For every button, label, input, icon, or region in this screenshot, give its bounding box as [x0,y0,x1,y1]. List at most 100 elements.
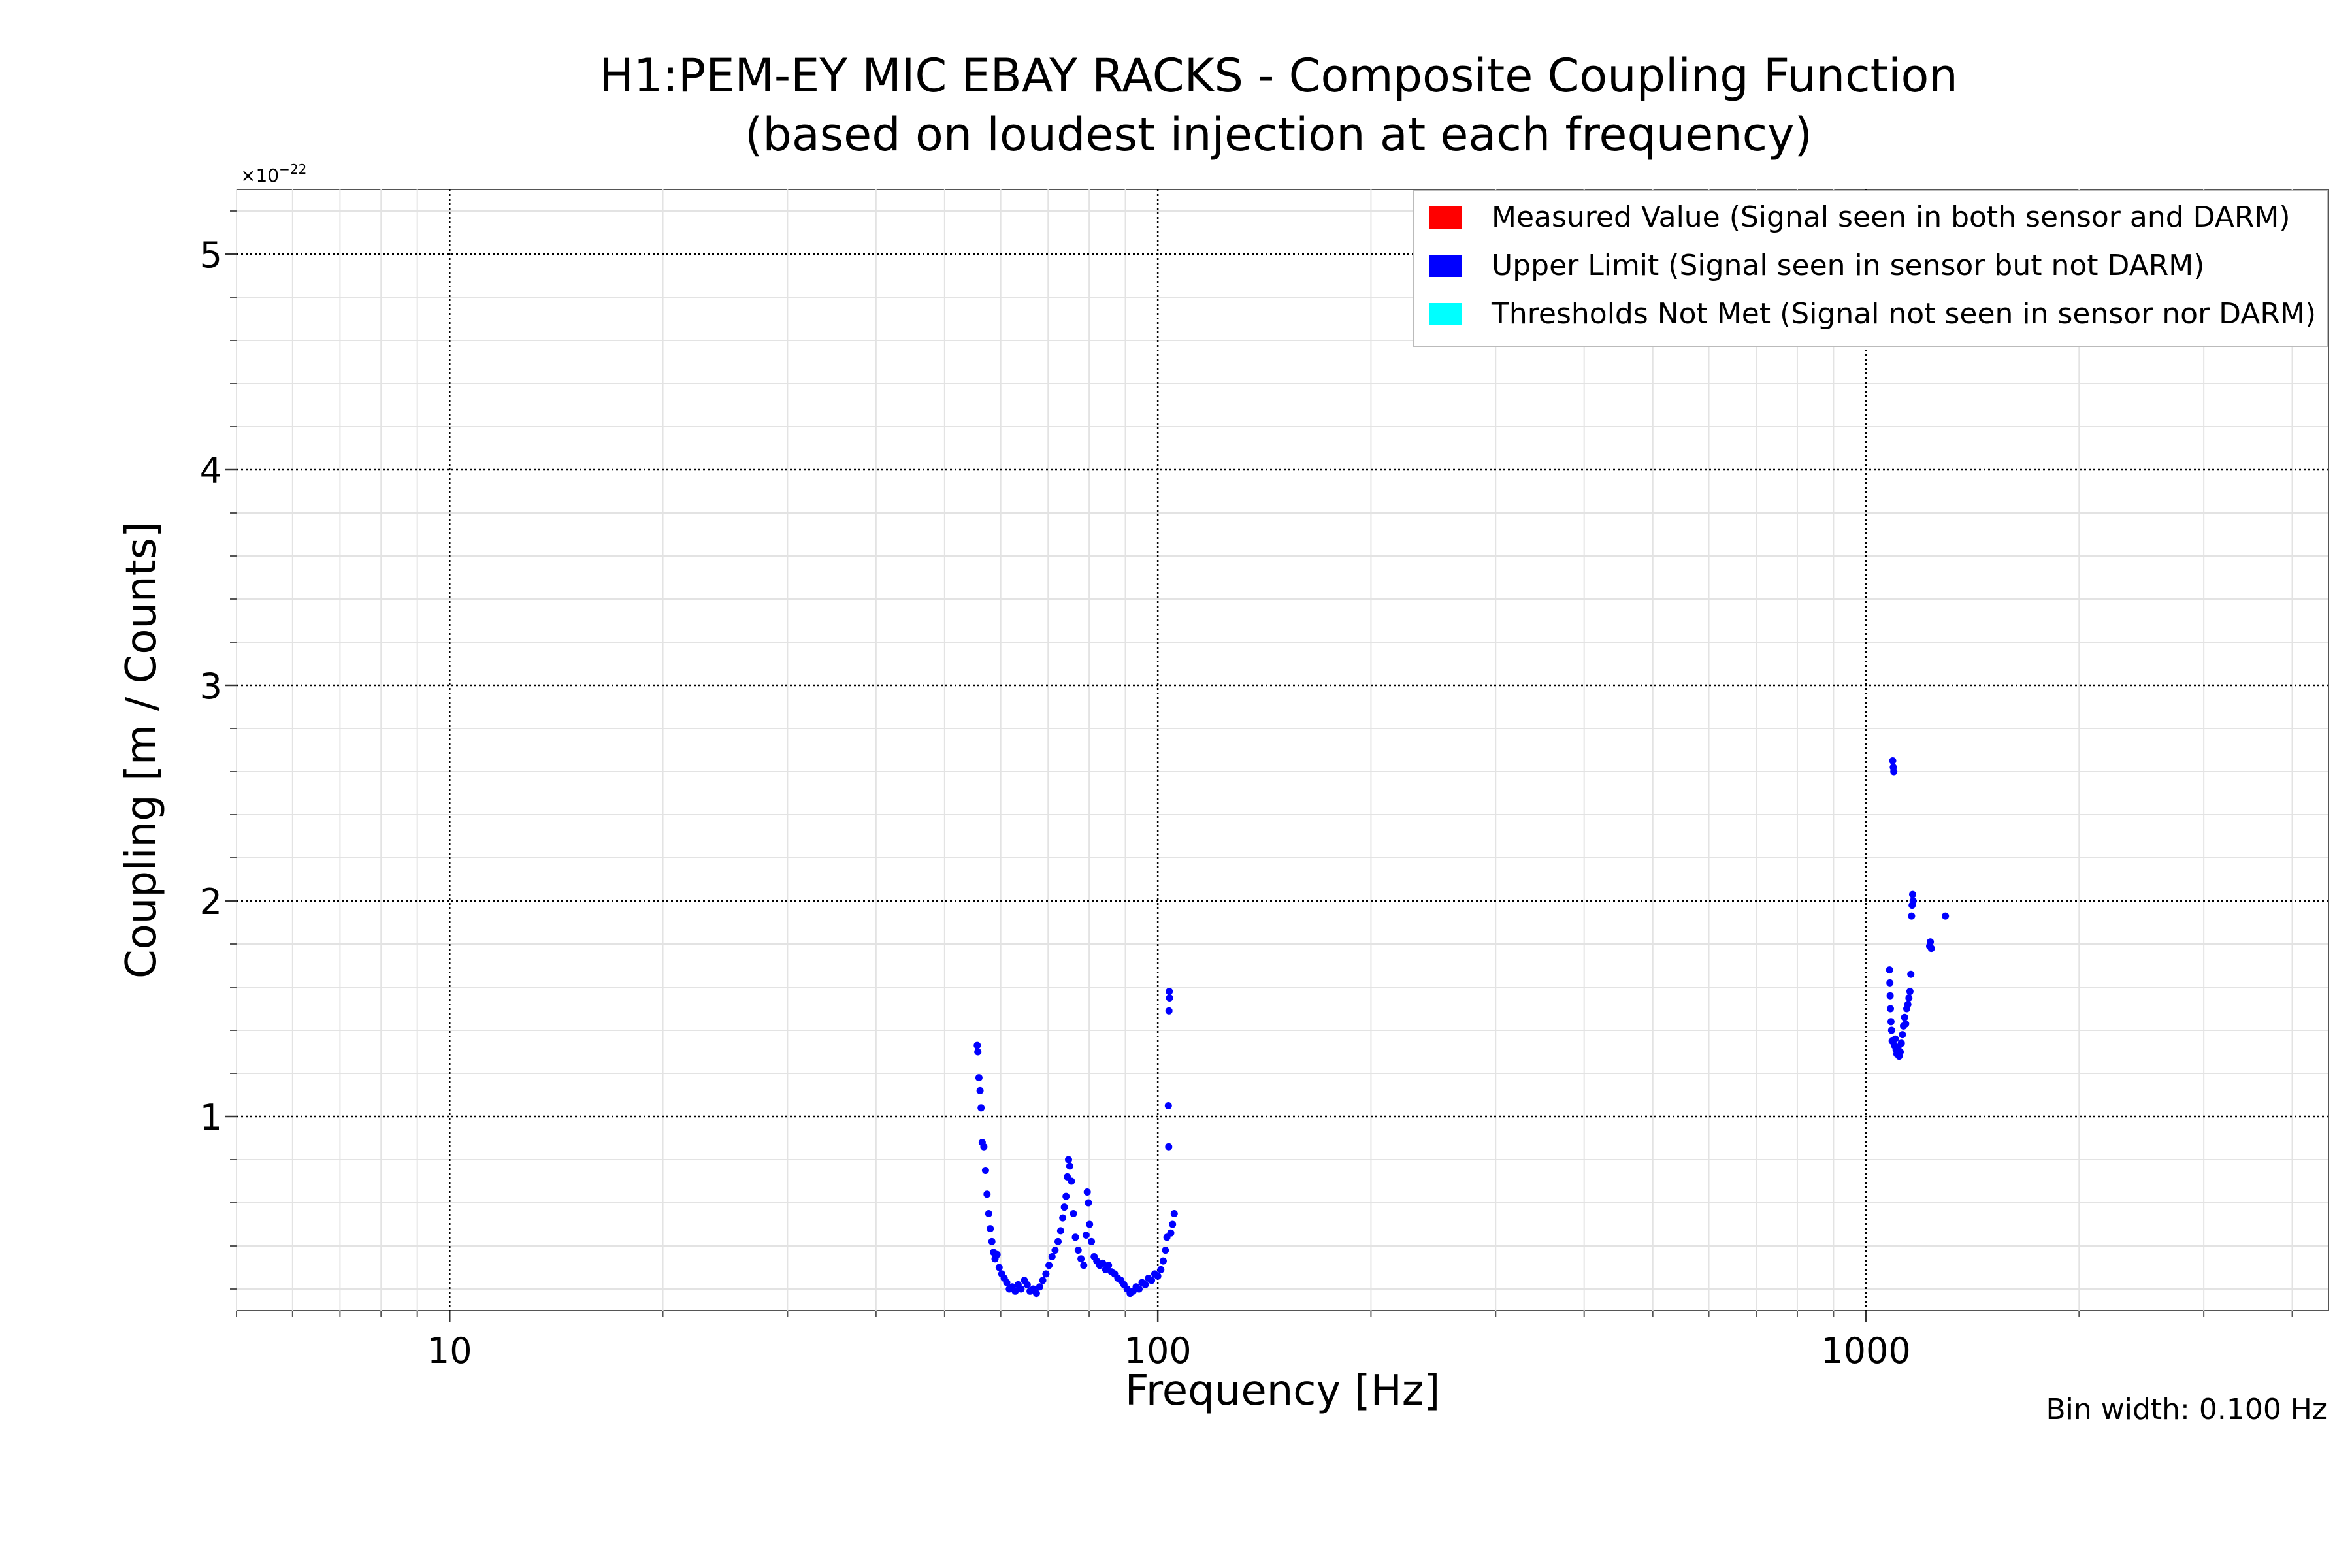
data-point [1062,1192,1070,1200]
data-point [1066,1162,1073,1170]
x-tick-label: 100 [1124,1330,1192,1371]
data-point [1036,1283,1043,1291]
data-point [1887,1026,1895,1034]
data-point [1165,1007,1173,1015]
legend: Measured Value (Signal seen in both sens… [1413,190,2328,347]
data-point [1065,1156,1072,1164]
data-point [1083,1188,1091,1196]
data-point [1023,1281,1031,1288]
data-point [975,1074,983,1082]
data-point [1051,1247,1059,1254]
legend-box [1413,190,2328,347]
data-point [1909,890,1916,898]
data-point [1077,1255,1085,1263]
data-point [976,1086,984,1094]
data-point [1886,979,1894,987]
data-points [973,757,1950,1298]
data-point [1169,1220,1177,1228]
data-point [981,1167,989,1174]
data-point [974,1048,982,1056]
data-point [1080,1262,1088,1269]
legend-label-thresholds: Thresholds Not Met (Signal not seen in s… [1491,297,2316,331]
data-point [1088,1237,1096,1245]
data-point [1099,1259,1107,1267]
data-point [1059,1214,1067,1222]
data-point [1056,1227,1064,1235]
data-point [1902,1020,1910,1028]
data-point [1166,988,1173,996]
data-point [988,1237,996,1245]
data-point [1017,1285,1025,1293]
data-point [1085,1199,1092,1207]
data-point [1166,994,1173,1002]
chart-subtitle: (based on loudest injection at each freq… [745,108,1812,161]
data-point [993,1250,1001,1258]
data-point [983,1190,991,1198]
y-tick-label: 3 [200,666,222,707]
y-tick-label: 4 [200,450,222,491]
data-point [1048,1253,1056,1260]
bin-width-annotation: Bin width: 0.100 Hz [2046,1393,2327,1426]
data-point [1887,1005,1894,1013]
data-point [1891,1035,1899,1043]
data-point [1032,1290,1040,1298]
data-point [1162,1247,1169,1254]
y-axis-label: Coupling [m / Counts] [118,521,166,979]
data-point [1071,1233,1079,1241]
data-point [1074,1247,1082,1254]
data-point [1003,1279,1011,1286]
data-point [987,1225,994,1233]
data-point [1148,1277,1156,1284]
data-point [1887,1018,1895,1026]
x-tick-label: 10 [427,1330,472,1371]
data-point [1042,1270,1050,1278]
data-point [1907,970,1915,978]
data-point [1899,1031,1906,1039]
data-point [1165,1143,1173,1151]
data-point [1942,912,1950,920]
data-point [985,1210,992,1217]
x-axis-label: Frequency [Hz] [1125,1367,1441,1415]
data-point [1141,1281,1149,1288]
data-point [1160,1257,1167,1265]
data-point [1908,912,1916,920]
y-tick-label: 1 [200,1097,222,1138]
y-tick-label: 5 [200,235,222,276]
data-point [980,1143,988,1151]
data-point [1105,1262,1113,1269]
axis-ticks: 10 100 1000 1 2 3 4 5 [200,210,2293,1371]
legend-swatch-thresholds [1429,303,1462,325]
data-point [1906,988,1914,996]
data-point [1039,1277,1047,1284]
data-point [973,1041,981,1049]
data-point [1154,1272,1162,1280]
y-tick-label: 2 [200,881,222,923]
data-point [1897,1048,1904,1056]
data-point [1011,1287,1019,1295]
data-point [1890,768,1898,776]
data-point [1170,1210,1178,1217]
data-point [995,1264,1003,1271]
data-point [1927,945,1935,953]
data-point [1068,1177,1075,1185]
data-point [1086,1220,1094,1228]
data-point [1135,1285,1143,1293]
data-point [1045,1262,1053,1269]
data-point [1157,1266,1165,1273]
data-point [1927,938,1935,946]
legend-label-upper-limit: Upper Limit (Signal seen in sensor but n… [1492,249,2204,282]
chart-title: H1:PEM-EY MIC EBAY RACKS - Composite Cou… [599,49,1957,103]
data-point [1167,1229,1175,1237]
y-multiplier: ×10−22 [240,161,306,186]
data-point [1082,1232,1090,1239]
data-point [1070,1210,1077,1217]
data-point [1886,966,1893,974]
data-point [1904,1000,1912,1008]
data-point [1054,1237,1062,1245]
data-point [1164,1102,1172,1109]
legend-label-measured: Measured Value (Signal seen in both sens… [1492,201,2291,234]
data-point [1909,897,1917,905]
data-point [1901,1013,1908,1021]
data-point [977,1104,985,1112]
